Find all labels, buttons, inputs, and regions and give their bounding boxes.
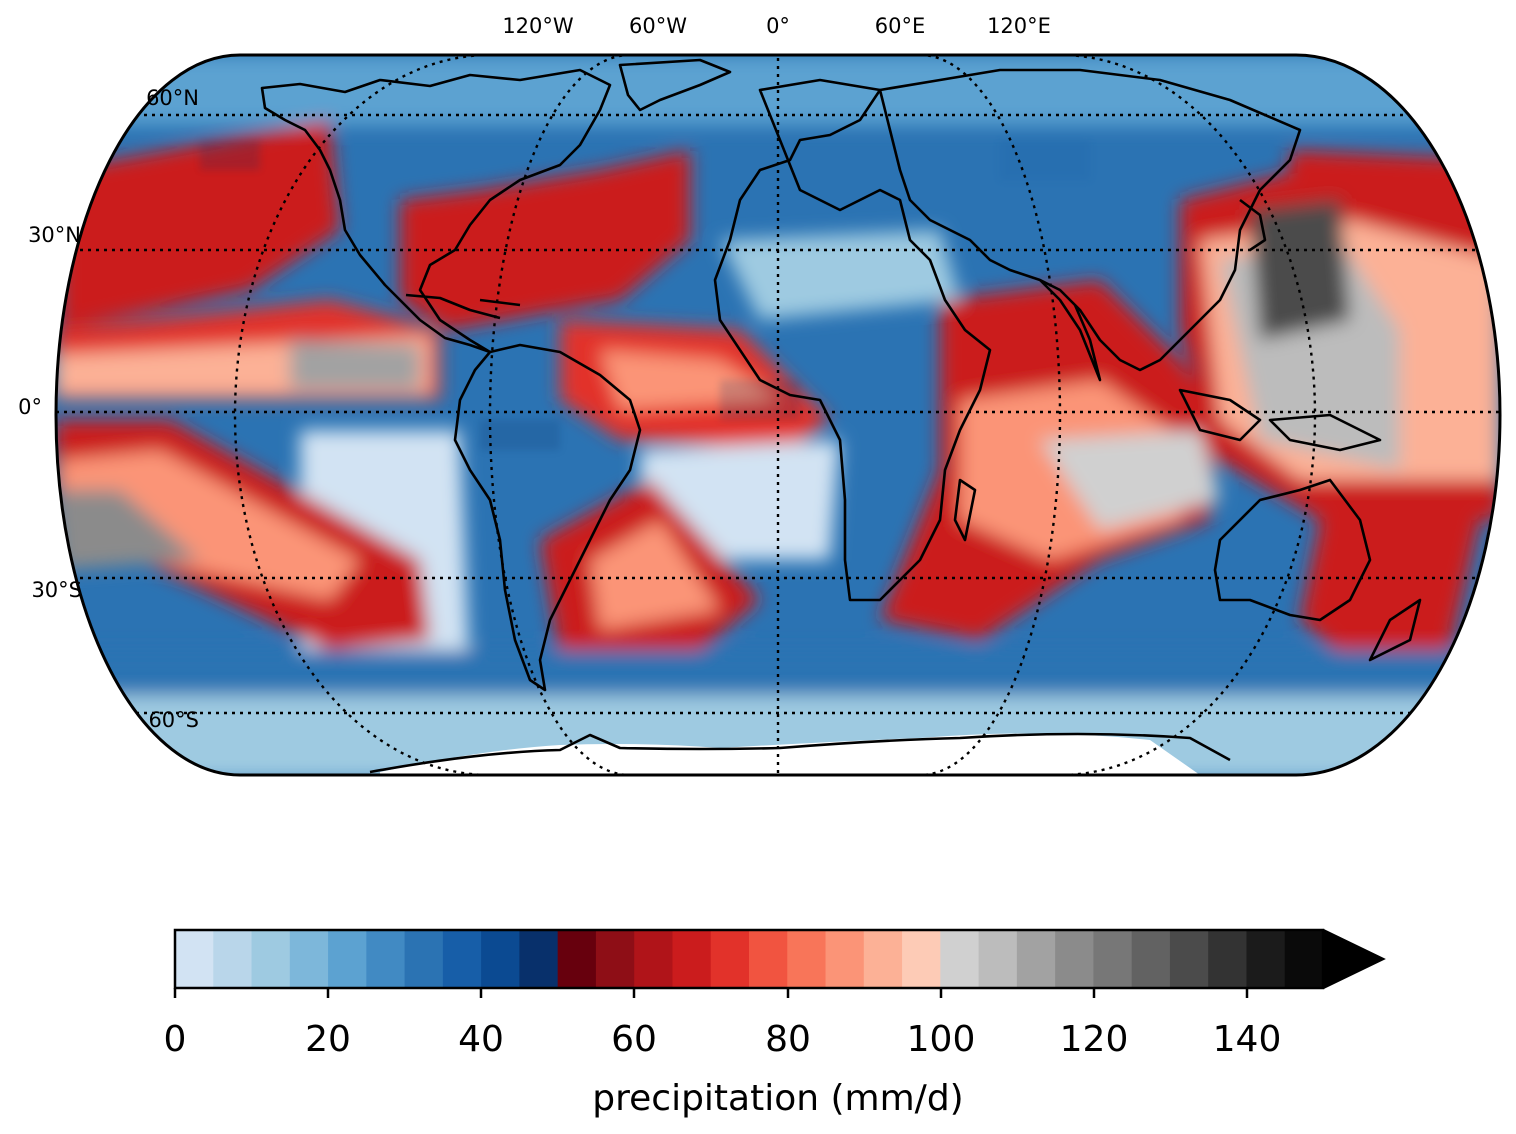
colorbar-ticks <box>173 988 1249 998</box>
coast-asia <box>878 68 1302 372</box>
colorbar-swatch <box>1284 930 1324 988</box>
lon-label-60w: 60°W <box>629 14 687 38</box>
coast-new-zealand <box>1368 598 1422 662</box>
lat-label-30n: 30°N <box>28 223 81 247</box>
colorbar-tick-labels: 0 20 40 60 80 100 120 140 <box>164 1019 1282 1060</box>
lon-label-0: 0° <box>766 14 790 38</box>
colorbar-swatch <box>175 930 214 988</box>
colorbar-swatch <box>1208 930 1248 988</box>
lon-label-120w: 120°W <box>502 14 574 38</box>
lat-label-0: 0° <box>18 395 42 419</box>
colorbar-swatch <box>1016 930 1056 988</box>
colorbar-swatch <box>1093 930 1133 988</box>
lat-label-30s: 30°S <box>31 578 82 602</box>
coast-europe-africa <box>713 78 992 602</box>
lon-label-60e: 60°E <box>875 14 926 38</box>
colorbar-swatch <box>366 930 406 988</box>
colorbar-extend-triangle <box>1323 930 1383 988</box>
gridline-lon-60e <box>919 55 1062 775</box>
lat-label-60n: 60°N <box>146 86 199 110</box>
gridline-lon-120e <box>1059 55 1317 775</box>
colorbar: 0 20 40 60 80 100 120 140 precipitation … <box>164 928 1386 1119</box>
gridline-lon-120w <box>233 55 491 775</box>
colorbar-tick-label: 140 <box>1213 1019 1282 1060</box>
colorbar-tick-label: 40 <box>458 1019 504 1060</box>
colorbar-swatch <box>595 930 635 988</box>
colorbar-swatch <box>519 930 559 988</box>
antarctica-ice <box>380 733 1200 775</box>
colorbar-swatch <box>749 930 788 988</box>
colorbar-extend-frame <box>1322 928 1386 990</box>
globe-outline <box>54 53 1502 777</box>
colorbar-swatch <box>902 930 941 988</box>
precipitation-field <box>56 55 1500 775</box>
lon-label-120e: 120°E <box>987 14 1051 38</box>
coast-greenland <box>618 58 732 112</box>
colorbar-swatch <box>634 930 674 988</box>
colorbar-swatch <box>978 930 1018 988</box>
colorbar-swatch <box>404 930 444 988</box>
colorbar-swatch <box>1169 930 1209 988</box>
coast-australia <box>1213 478 1372 622</box>
colorbar-swatch <box>481 930 520 988</box>
lat-label-60s: 60°S <box>148 708 199 732</box>
colorbar-tick-label: 60 <box>611 1019 657 1060</box>
colorbar-swatch <box>442 930 482 988</box>
colorbar-swatch <box>213 930 253 988</box>
lat-labels: 60°N 30°N 0° 30°S 60°S <box>18 86 199 732</box>
colorbar-swatch <box>710 930 750 988</box>
map: 120°W 60°W 0° 60°E 120°E 60°N 30°N 0° 30… <box>18 14 1502 777</box>
colorbar-swatch <box>787 930 827 988</box>
coast-south-america <box>453 343 642 692</box>
colorbar-frame <box>173 928 1325 990</box>
colorbar-swatch <box>940 930 980 988</box>
colorbar-tick-label: 20 <box>305 1019 351 1060</box>
colorbar-swatch <box>672 930 712 988</box>
colorbar-swatch <box>1055 930 1094 988</box>
lon-labels: 120°W 60°W 0° 60°E 120°E <box>502 14 1051 38</box>
colorbar-swatch <box>1246 930 1286 988</box>
colorbar-tick-label: 100 <box>907 1019 976 1060</box>
graticule <box>56 55 1500 775</box>
coast-japan <box>1239 198 1267 252</box>
coast-north-america <box>260 68 612 354</box>
colorbar-tick-label: 80 <box>765 1019 811 1060</box>
colorbar-swatch <box>863 930 903 988</box>
colorbar-tick-label: 0 <box>164 1019 187 1060</box>
coast-antarctica <box>369 732 1231 774</box>
coast-madagascar <box>953 478 977 542</box>
colorbar-label: precipitation (mm/d) <box>592 1078 963 1119</box>
colorbar-swatch <box>557 930 597 988</box>
colorbar-swatches <box>175 930 1324 988</box>
colorbar-swatch <box>328 930 367 988</box>
colorbar-swatch <box>825 930 865 988</box>
gridline-lon-60w <box>488 55 631 775</box>
colorbar-swatch <box>251 930 291 988</box>
colorbar-swatch <box>289 930 329 988</box>
colorbar-tick-label: 120 <box>1060 1019 1129 1060</box>
colorbar-swatch <box>1131 930 1171 988</box>
coastlines <box>260 58 1422 774</box>
